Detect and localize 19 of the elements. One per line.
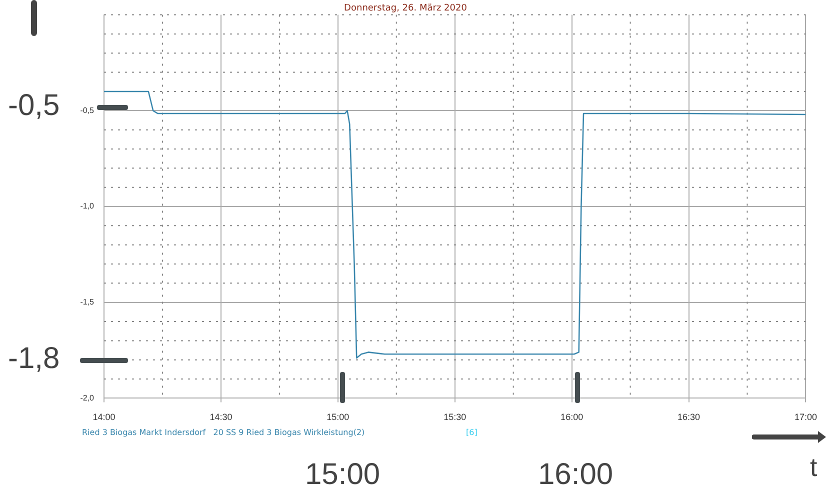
x-tick-label: 16:00 [560, 412, 584, 422]
text: -1,8 [8, 342, 60, 375]
text: Ried 3 Biogas Markt Indersdorf 20 SS 9 Ried 3 Biogas Wirkleistung(2) [82, 428, 365, 437]
y-tick-label: -2,0 [80, 393, 95, 402]
x-axis-title: t [810, 452, 818, 483]
x-tick-label: 14:30 [210, 412, 232, 422]
y-tick-label: -0,5 [80, 106, 95, 115]
x-tick-label: 15:30 [444, 412, 466, 422]
x-tick-label: 17:00 [794, 412, 818, 422]
chart-title: Donnerstag, 26. März 2020 [344, 4, 468, 14]
y-tick-label: -1,5 [80, 298, 95, 307]
text: 16:00 [538, 458, 614, 491]
x-tick-label: 16:30 [678, 412, 700, 422]
text: -0,5 [8, 89, 60, 122]
x-tick-label: 15:00 [326, 412, 350, 422]
y-tick-label: -1,0 [80, 202, 95, 211]
text: [6] [466, 428, 478, 437]
x-tick-label: 14:00 [92, 412, 116, 422]
text: 15:00 [305, 458, 380, 491]
